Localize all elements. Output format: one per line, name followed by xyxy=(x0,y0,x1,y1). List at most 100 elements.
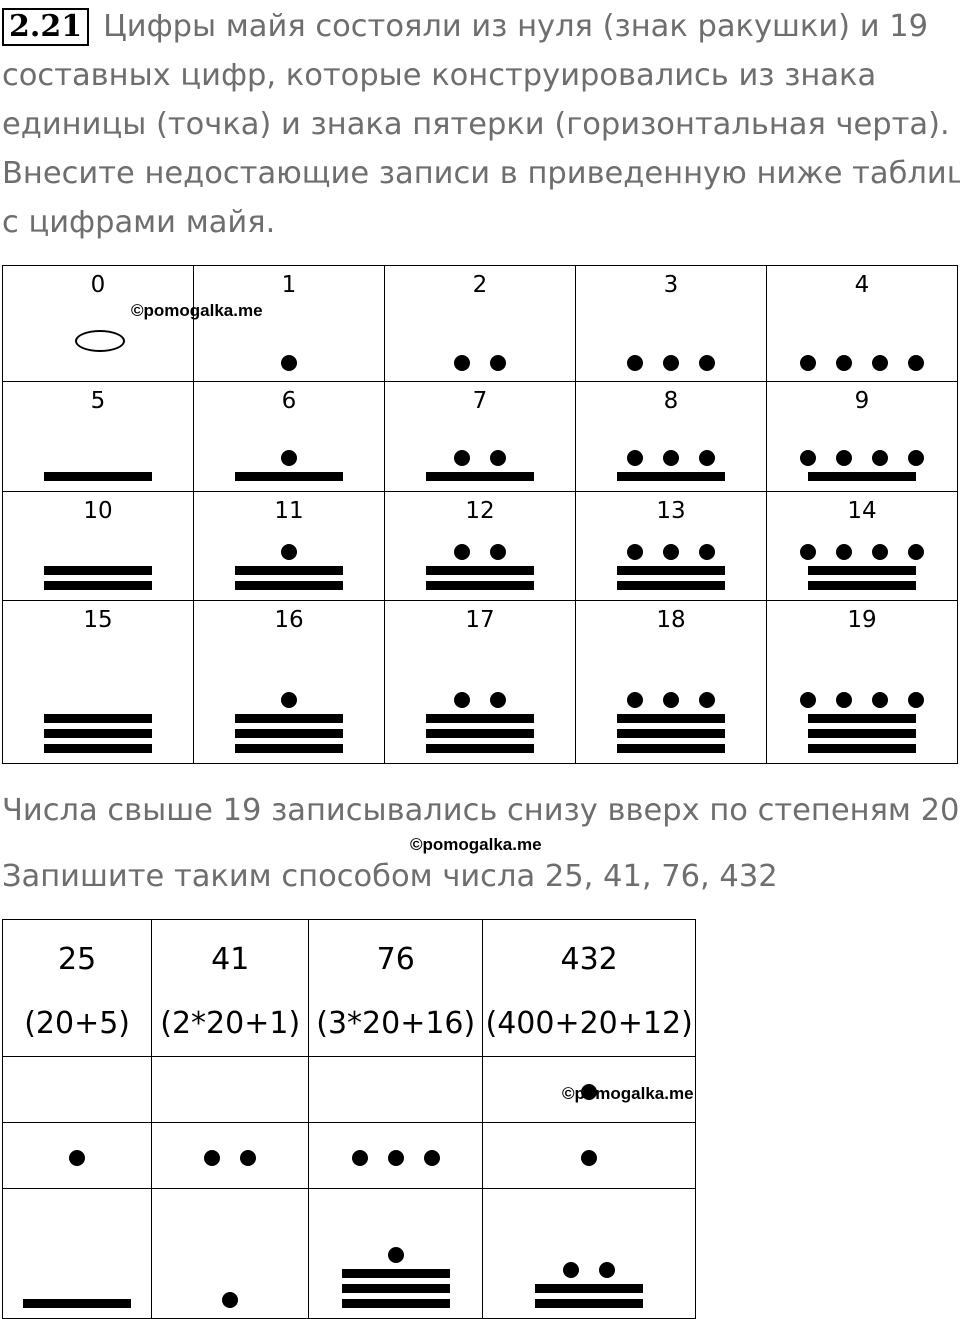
bar-mark xyxy=(44,581,152,590)
digit-label: 13 xyxy=(656,498,686,524)
expansion-label: (20+5) xyxy=(24,1006,131,1041)
number-label: 41 xyxy=(211,942,250,977)
level-cell xyxy=(482,1056,696,1123)
bar-mark xyxy=(617,744,725,753)
maya-glyph xyxy=(194,544,384,590)
dot-mark xyxy=(800,692,816,708)
maya-glyph xyxy=(576,450,766,481)
digit-label: 0 xyxy=(90,272,106,298)
expansion-label: (2*20+1) xyxy=(160,1006,301,1041)
maya-glyph xyxy=(767,692,957,753)
dot-mark xyxy=(281,355,297,371)
digit-cell: 2 xyxy=(384,265,576,382)
bar-mark xyxy=(808,566,916,575)
dot-mark xyxy=(800,355,816,371)
number-header-cell: 25 (20+5) xyxy=(1,919,153,1057)
maya-glyph xyxy=(767,355,957,371)
digit-cell: 10 xyxy=(2,491,194,601)
digit-cell: 0 xyxy=(2,265,194,382)
maya-glyph xyxy=(385,692,575,753)
digit-label: 16 xyxy=(274,607,304,633)
digit-label: 17 xyxy=(465,607,495,633)
bar-mark xyxy=(44,744,152,753)
bar-mark xyxy=(535,1284,644,1293)
bar-mark xyxy=(426,729,534,738)
dot-mark xyxy=(563,1262,580,1278)
maya-glyph xyxy=(576,355,766,371)
intro-line-4: Внесите недостающие записи в приведенную… xyxy=(2,156,960,191)
digit-cell: 3 xyxy=(575,265,767,382)
maya-glyph xyxy=(309,1150,482,1166)
bar-mark xyxy=(426,566,534,575)
dot-mark xyxy=(627,544,643,560)
digit-label: 14 xyxy=(847,498,877,524)
maya-glyph xyxy=(576,544,766,590)
intro-line-5: с цифрами майя. xyxy=(2,205,276,240)
bar-mark xyxy=(808,581,916,590)
maya-glyph xyxy=(385,450,575,481)
digit-cell: 5 xyxy=(2,381,194,492)
number-header-cell: 432 (400+20+12) xyxy=(482,919,696,1057)
level-cell xyxy=(308,1056,484,1123)
digit-label: 12 xyxy=(465,498,495,524)
digit-cell: 18 xyxy=(575,600,767,764)
maya-glyph xyxy=(767,450,957,481)
digit-cell: 4 xyxy=(766,265,958,382)
dot-mark xyxy=(836,544,852,560)
dot-mark xyxy=(908,355,924,371)
dot-mark xyxy=(454,692,470,708)
dot-mark xyxy=(663,544,679,560)
dot-mark xyxy=(281,692,297,708)
dot-mark xyxy=(69,1150,86,1166)
bar-mark xyxy=(617,581,725,590)
digit-cell: 7 xyxy=(384,381,576,492)
bar-mark xyxy=(617,729,725,738)
level-cell xyxy=(151,1122,310,1189)
dot-mark xyxy=(800,544,816,560)
dot-mark xyxy=(699,692,715,708)
maya-glyph xyxy=(194,450,384,481)
digit-label: 19 xyxy=(847,607,877,633)
dot-mark xyxy=(454,544,470,560)
bar-mark xyxy=(808,729,916,738)
digit-cell: 17 xyxy=(384,600,576,764)
dot-mark xyxy=(351,1150,368,1166)
dot-mark xyxy=(423,1150,440,1166)
dot-mark xyxy=(490,450,506,466)
number-label: 76 xyxy=(376,942,415,977)
digit-cell: 8 xyxy=(575,381,767,492)
maya-glyph xyxy=(309,1247,482,1308)
digit-cell: 11 xyxy=(193,491,385,601)
digit-label: 3 xyxy=(663,272,679,298)
digit-cell: 14 xyxy=(766,491,958,601)
digit-cell: 19 xyxy=(766,600,958,764)
maya-glyph xyxy=(767,544,957,590)
maya-digits-table: 0 1 2 3 4 5 6 7 8 9 10 11 12 13 14 15 16 17 18 19 xyxy=(2,265,958,764)
level-cell xyxy=(151,1188,310,1319)
dot-mark xyxy=(872,450,888,466)
watermark: ©pomogalka.me xyxy=(562,1084,694,1103)
dot-mark xyxy=(454,355,470,371)
dot-mark xyxy=(699,450,715,466)
level-cell xyxy=(308,1122,484,1189)
dot-mark xyxy=(490,544,506,560)
dot-mark xyxy=(663,450,679,466)
level-cell xyxy=(1,1056,153,1123)
dot-mark xyxy=(281,450,297,466)
bar-mark xyxy=(808,714,916,723)
dot-mark xyxy=(908,544,924,560)
intro-line-2: составных цифр, которые конструировались… xyxy=(2,58,877,93)
dot-mark xyxy=(908,692,924,708)
dot-mark xyxy=(872,355,888,371)
maya-glyph xyxy=(3,566,193,590)
maya-glyph xyxy=(152,1150,308,1166)
dot-mark xyxy=(663,355,679,371)
maya-glyph xyxy=(152,1292,308,1308)
bar-mark xyxy=(808,744,916,753)
dot-mark xyxy=(490,355,506,371)
bar-mark xyxy=(808,472,916,481)
level-cell xyxy=(151,1056,310,1123)
level-cell xyxy=(1,1122,153,1189)
bar-mark xyxy=(341,1269,450,1278)
maya-glyph xyxy=(3,714,193,753)
